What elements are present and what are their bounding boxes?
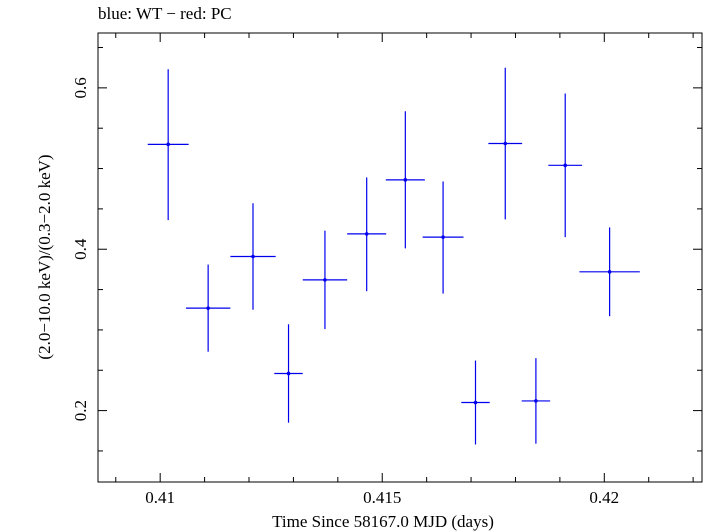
y-tick-label: 0.6	[71, 77, 90, 98]
data-series	[147, 67, 640, 445]
y-axis-label: (2.0−10.0 keV)/(0.3−2.0 keV)	[35, 154, 54, 359]
y-tick-label: 0.2	[71, 400, 90, 421]
y-tick-label: 0.4	[71, 238, 90, 260]
point-marker	[473, 400, 478, 405]
point-marker	[323, 278, 327, 282]
point-marker	[166, 142, 170, 147]
data-point	[579, 227, 640, 317]
x-axis-ticks: 0.41 0.415 0.42	[115, 33, 694, 507]
point-marker	[286, 371, 291, 376]
data-point	[385, 111, 425, 249]
plot-frame	[97, 32, 703, 483]
data-point	[488, 67, 523, 220]
point-marker	[441, 235, 445, 239]
data-point	[347, 177, 387, 292]
data-point	[302, 230, 348, 330]
data-point	[548, 93, 583, 238]
point-marker	[607, 270, 612, 274]
data-point	[147, 69, 189, 221]
x-tick-label: 0.41	[145, 488, 175, 507]
data-point	[461, 360, 490, 445]
point-marker	[206, 306, 210, 310]
y-axis-ticks: 0.2 0.4 0.6	[71, 47, 702, 452]
chart-title: blue: WT − red: PC	[98, 4, 232, 23]
data-point	[185, 264, 231, 352]
point-marker	[403, 178, 408, 182]
data-point	[521, 358, 551, 444]
point-marker	[563, 163, 568, 168]
point-marker	[534, 399, 538, 403]
data-point	[274, 324, 303, 423]
x-tick-label: 0.415	[363, 488, 401, 507]
x-tick-label: 0.42	[589, 488, 619, 507]
data-point	[422, 181, 464, 294]
point-marker	[251, 254, 255, 259]
point-marker	[364, 232, 369, 236]
point-marker	[503, 141, 508, 146]
data-point	[230, 203, 276, 310]
x-axis-label: Time Since 58167.0 MJD (days)	[272, 512, 494, 531]
